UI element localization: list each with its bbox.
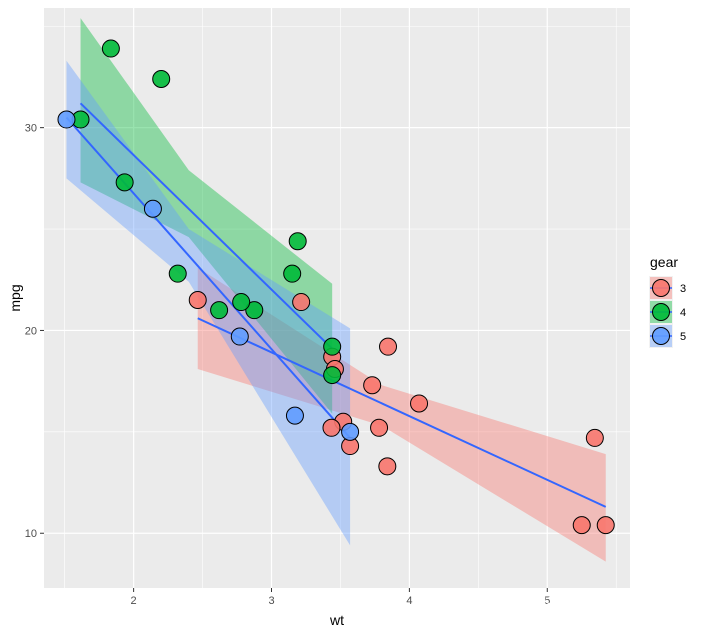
legend-label-gear-3: 3 — [680, 283, 686, 295]
data-point-gear-3 — [188, 291, 207, 310]
y-tick-label: 10 — [25, 528, 37, 540]
confidence-bands — [66, 18, 606, 562]
x-axis-ticks: 2 3 4 5 — [131, 588, 550, 607]
data-point-gear-4 — [288, 232, 307, 251]
legend-label-gear-4: 4 — [680, 307, 686, 319]
major-grid — [44, 8, 630, 588]
legend: gear 3 4 5 — [649, 254, 686, 348]
data-point-gear-4 — [245, 301, 264, 320]
data-point-gear-4 — [232, 293, 251, 312]
x-tick-label: 4 — [406, 595, 412, 607]
data-point-gear-3 — [596, 516, 615, 535]
data-point-gear-4 — [283, 264, 302, 283]
panel-background — [44, 8, 630, 588]
data-point-gear-4 — [168, 264, 187, 283]
x-tick-label: 5 — [544, 595, 550, 607]
data-point-gear-3 — [585, 428, 604, 447]
data-point-gear-4 — [115, 173, 134, 192]
data-points — [57, 39, 615, 535]
data-point-gear-4 — [323, 366, 342, 385]
y-axis-ticks: 10 20 30 — [25, 123, 44, 540]
fit-line-gear-4 — [79, 102, 333, 350]
data-point-gear-4 — [323, 337, 342, 356]
data-point-gear-3 — [292, 293, 311, 312]
confidence-band-gear-5 — [66, 60, 351, 546]
data-point-gear-5 — [143, 199, 162, 218]
data-point-gear-3 — [572, 516, 591, 535]
y-tick-label: 20 — [25, 325, 37, 337]
data-point-gear-4 — [152, 69, 171, 88]
data-point-gear-3 — [410, 394, 429, 413]
data-point-gear-3 — [370, 418, 389, 437]
data-point-gear-4 — [101, 39, 120, 58]
x-axis-title: wt — [329, 612, 344, 628]
y-tick-label: 30 — [25, 123, 37, 135]
data-point-gear-5 — [341, 422, 360, 441]
legend-key-point — [652, 327, 670, 345]
confidence-band-gear-3 — [197, 267, 606, 562]
fit-lines — [65, 102, 607, 508]
data-point-gear-5 — [285, 406, 304, 425]
data-point-gear-3 — [379, 337, 398, 356]
y-axis-title: mpg — [7, 284, 23, 311]
data-point-gear-5 — [57, 110, 76, 129]
legend-label-gear-5: 5 — [680, 331, 686, 343]
legend-key-point — [652, 279, 670, 297]
data-point-gear-3 — [378, 457, 397, 476]
fit-line-gear-5 — [65, 116, 351, 439]
data-point-gear-4 — [210, 301, 229, 320]
legend-key-point — [652, 303, 670, 321]
legend-title: gear — [650, 254, 678, 270]
data-point-gear-5 — [230, 327, 249, 346]
x-tick-label: 3 — [268, 595, 274, 607]
fit-line-gear-3 — [197, 317, 607, 508]
data-point-gear-3 — [322, 418, 341, 437]
x-tick-label: 2 — [131, 595, 137, 607]
confidence-band-gear-4 — [80, 18, 333, 414]
data-point-gear-3 — [363, 376, 382, 395]
watermark: 知乎 @R语言数据分析工 — [532, 594, 697, 612]
